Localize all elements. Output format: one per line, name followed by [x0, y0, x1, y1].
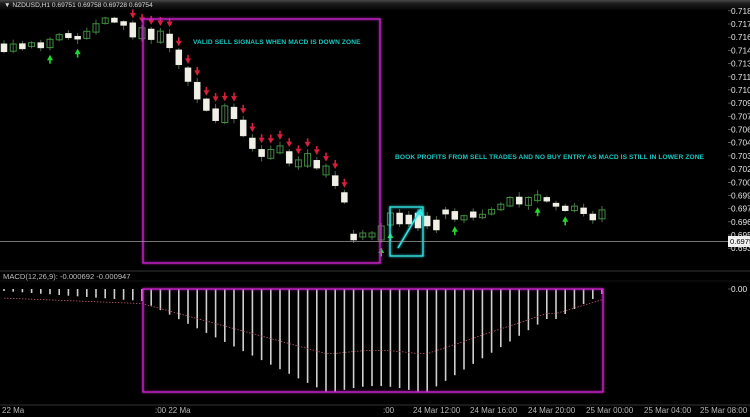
svg-text:0.71185: 0.71185 [731, 72, 750, 82]
svg-text:0.71605: 0.71605 [731, 32, 750, 42]
svg-text:0.00: 0.00 [731, 284, 748, 294]
svg-text:0.69365: 0.69365 [731, 243, 750, 253]
svg-text:MACD(12,26,9): -0.000692 -0.0: MACD(12,26,9): -0.000692 -0.000947 [3, 272, 131, 281]
svg-text:0.70485: 0.70485 [731, 138, 750, 148]
svg-text:0.71465: 0.71465 [731, 45, 750, 55]
svg-text:▼ NZDUSD,H1 0.69751 0.69758: ▼ NZDUSD,H1 0.69751 0.69758 0.69728 0.69… [4, 2, 153, 9]
svg-text:25 Mar 08:00: 25 Mar 08:00 [700, 406, 748, 415]
svg-text:0.69785: 0.69785 [731, 204, 750, 214]
svg-text:0.69505: 0.69505 [731, 230, 750, 240]
svg-text:0.69645: 0.69645 [731, 217, 750, 227]
svg-text:0.70065: 0.70065 [731, 177, 750, 187]
svg-text::00 22 Ma: :00 22 Ma [155, 406, 191, 415]
svg-text:0.69925: 0.69925 [731, 191, 750, 201]
svg-text:24 Mar 20:00: 24 Mar 20:00 [528, 406, 576, 415]
svg-text:VALID SELL SIGNALS WHEN MACD I: VALID SELL SIGNALS WHEN MACD IS DOWN ZON… [193, 39, 361, 46]
svg-text:BOOK PROFITS FROM SELL TRADES: BOOK PROFITS FROM SELL TRADES AND NO BUY… [395, 154, 705, 161]
svg-text:0.70205: 0.70205 [731, 164, 750, 174]
svg-text:0.71745: 0.71745 [731, 19, 750, 29]
svg-text::00: :00 [383, 406, 395, 415]
svg-text:24 Mar 12:00: 24 Mar 12:00 [413, 406, 461, 415]
svg-text:22 Ma: 22 Ma [2, 406, 25, 415]
svg-text:0.70765: 0.70765 [731, 111, 750, 121]
svg-text:25 Mar 00:00: 25 Mar 00:00 [586, 406, 634, 415]
svg-text:0.70345: 0.70345 [731, 151, 750, 161]
svg-text:0.71325: 0.71325 [731, 59, 750, 69]
svg-text:0.71045: 0.71045 [731, 85, 750, 95]
svg-text:0.71885: 0.71885 [731, 6, 750, 16]
svg-text:0.70905: 0.70905 [731, 98, 750, 108]
svg-text:24 Mar 16:00: 24 Mar 16:00 [470, 406, 518, 415]
svg-text:25 Mar 04:00: 25 Mar 04:00 [644, 406, 692, 415]
svg-text:0.70625: 0.70625 [731, 125, 750, 135]
